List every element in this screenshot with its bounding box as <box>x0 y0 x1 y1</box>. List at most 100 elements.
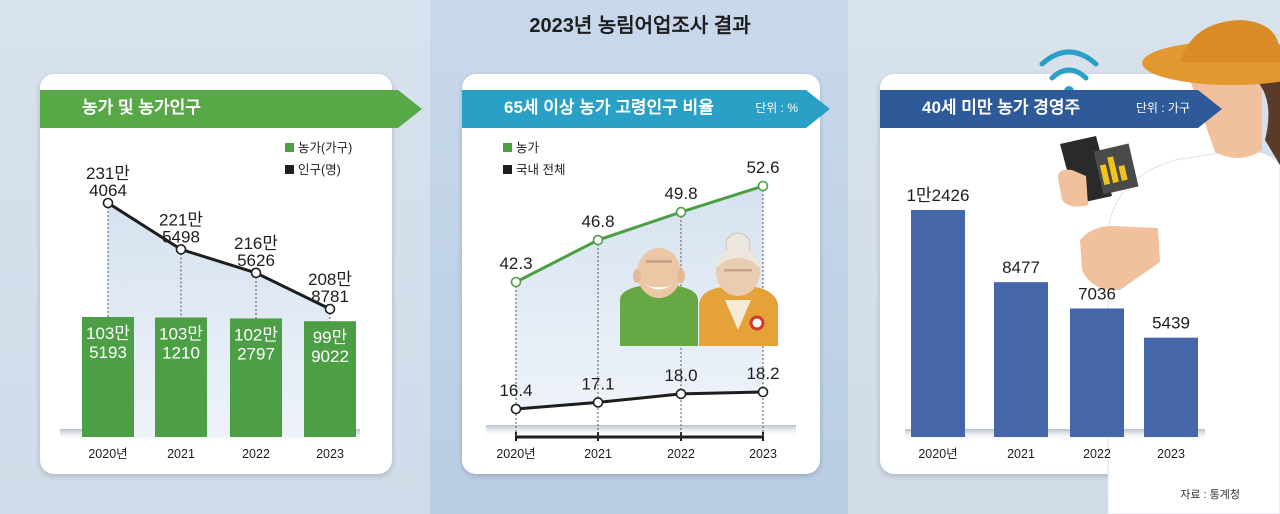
chart1-bar-label: 99만 <box>313 328 348 347</box>
chart1-area <box>108 203 330 437</box>
chart3-bar-3 <box>1144 337 1198 437</box>
chart2-point-farm <box>675 206 687 218</box>
chart3-bar-label: 1만2426 <box>907 186 970 205</box>
chart1-line-label: 4064 <box>89 181 127 200</box>
chart1-legend-swatch <box>285 143 294 152</box>
grandfather-body <box>620 286 698 346</box>
chart2-x-tick: 2020년 <box>496 447 535 461</box>
chart2-x-tick: 2021 <box>584 447 612 461</box>
chart2-floor-shadow <box>486 425 796 437</box>
header-young-farmers: 40세 미만 농가 경영주 단위 : 가구 <box>880 90 1222 128</box>
chart2-legend-swatch <box>503 143 512 152</box>
chart2-point-farm <box>757 180 769 192</box>
chart3-x-tick: 2022 <box>1083 447 1111 461</box>
chart2-x-tick: 2022 <box>667 447 695 461</box>
chart3-bar-label: 8477 <box>1002 258 1040 277</box>
chart2-label-national: 18.0 <box>664 366 697 385</box>
chart2-legend-label: 국내 전체 <box>516 163 565 177</box>
chart1-bar-1 <box>155 317 207 437</box>
chart2-point-national <box>510 403 522 415</box>
grandfather-ear <box>633 269 641 283</box>
grandfather-ear <box>677 269 685 283</box>
chart1-bar-label: 9022 <box>311 347 349 366</box>
chart2-x-tick: 2023 <box>749 447 777 461</box>
chart1-bar-0 <box>82 317 134 437</box>
header-elderly-ratio-title: 65세 이상 농가 고령인구 비율 <box>504 97 714 117</box>
chart3-x-tick: 2023 <box>1157 447 1185 461</box>
chart1-bar-label: 5193 <box>89 343 127 362</box>
chart1-bar-label: 2797 <box>237 344 275 363</box>
chart3-bar-2 <box>1070 308 1124 437</box>
chart1-line-label: 5626 <box>237 251 275 270</box>
farmer-hair <box>1256 80 1280 165</box>
farmer-hand <box>1058 169 1088 207</box>
chart2-legend-swatch <box>503 165 512 174</box>
chart2-label-national: 17.1 <box>581 374 614 393</box>
chart1-bar-2 <box>230 318 282 437</box>
header-elderly-ratio-unit: 단위 : % <box>755 101 798 115</box>
chart1-line-label: 231만 <box>86 164 130 183</box>
chart2-label-farm: 49.8 <box>664 184 697 203</box>
chart2-label-farm: 46.8 <box>581 212 614 231</box>
chart2-point-national <box>675 388 687 400</box>
chart2-series-line-national <box>515 390 764 411</box>
chart3-floor-shadow <box>905 429 1205 441</box>
farmer-arm <box>1080 226 1160 291</box>
grandmother-collar <box>725 300 751 330</box>
tablet-chart-bar <box>1107 156 1119 184</box>
chart1-bar-label: 103만 <box>86 324 130 343</box>
chart1-line-point <box>102 197 114 209</box>
wifi-arc <box>1049 67 1089 81</box>
chart2-label-national: 18.2 <box>746 364 779 383</box>
header-young-farmers-unit: 단위 : 가구 <box>1136 101 1190 115</box>
header-young-farmers-title: 40세 미만 농가 경영주 <box>922 98 1081 117</box>
chart1-bar-label: 103만 <box>159 324 203 343</box>
chart1-line-label: 5498 <box>162 227 200 246</box>
source-note: 자료 : 통계청 <box>1180 489 1240 501</box>
header-elderly-ratio: 65세 이상 농가 고령인구 비율 단위 : % <box>462 90 830 128</box>
header-farm-households-title: 농가 및 농가인구 <box>82 98 201 117</box>
chart2-point-farm <box>592 234 604 246</box>
chart3-x-tick: 2021 <box>1007 447 1035 461</box>
chart1-bar-label: 102만 <box>234 325 278 344</box>
chart1-bar-label: 1210 <box>162 343 200 362</box>
chart1-legend-label: 인구(명) <box>298 163 341 177</box>
chart2-series-line-farm <box>515 184 764 284</box>
chart3-bar-1 <box>994 282 1048 437</box>
chart1-line-label: 221만 <box>159 210 203 229</box>
chart2-point-farm <box>510 276 522 288</box>
page-title: 2023년 농림어업조사 결과 <box>529 15 751 37</box>
chart1-x-tick: 2020년 <box>88 447 127 461</box>
header-elderly-ratio-ribbon <box>462 90 830 128</box>
chart3-x-tick: 2020년 <box>918 447 957 461</box>
header-farm-households-ribbon <box>40 90 422 128</box>
chart1-line-point <box>324 303 336 315</box>
chart2-label-national: 16.4 <box>499 381 532 400</box>
chart1-legend-label: 농가(가구) <box>298 141 352 155</box>
grandmother-badge <box>749 315 765 331</box>
tablet-chart-bar <box>1118 165 1128 181</box>
chart2-point-national <box>592 397 604 408</box>
grandmother-hair <box>716 248 760 268</box>
chart3-bar-label: 7036 <box>1078 284 1116 303</box>
elderly-couple-illustration <box>620 232 778 346</box>
tablet-chart-bar <box>1099 164 1111 186</box>
chart3-bar-0 <box>911 210 965 437</box>
grandfather-mustache <box>644 283 674 290</box>
chart1-line-label: 208만 <box>308 270 352 289</box>
farmer-hat-crown <box>1180 20 1280 62</box>
chart1-bar-3 <box>304 321 356 437</box>
chart2-label-farm: 52.6 <box>746 158 779 177</box>
farmer-shirt <box>1107 149 1280 514</box>
chart3-bar-label: 5439 <box>1152 314 1190 333</box>
grandfather-brows <box>646 260 672 263</box>
chart1-line-point <box>175 244 187 255</box>
wifi-arc <box>1039 49 1099 67</box>
chart1-x-tick: 2021 <box>167 447 195 461</box>
chart1-line-label: 8781 <box>311 287 349 306</box>
grandfather-head <box>637 248 681 298</box>
chart1-x-tick: 2023 <box>316 447 344 461</box>
chart1-legend-swatch <box>285 165 294 174</box>
chart2-point-national <box>757 386 769 398</box>
